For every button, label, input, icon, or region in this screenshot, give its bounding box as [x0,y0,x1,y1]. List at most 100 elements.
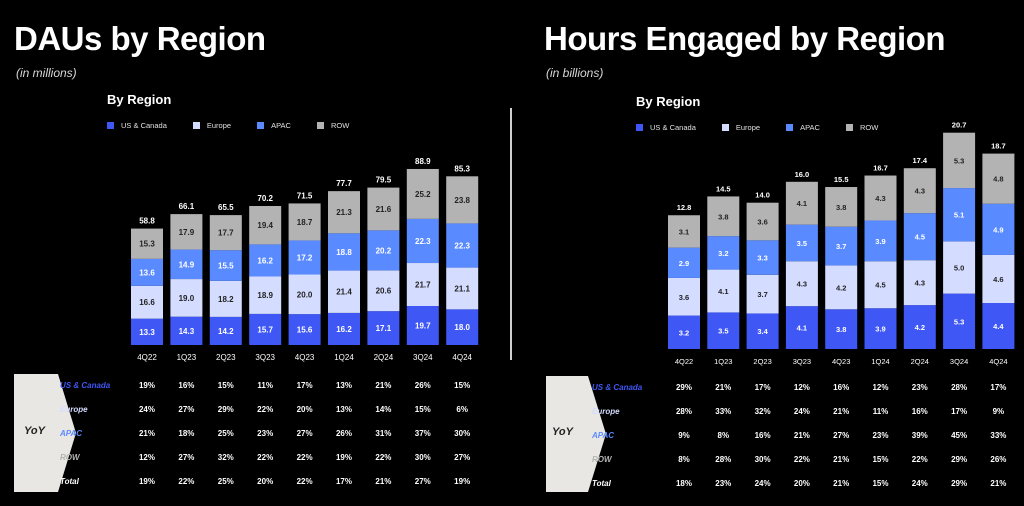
yoy-row-label: ROW [592,455,612,464]
hours-by-region-label: By Region [636,94,701,109]
data-label: 4.4 [993,322,1004,331]
bar-segment-apac [903,213,936,261]
legend-swatch-row [845,124,853,131]
yoy-cell: 15% [414,405,431,414]
data-label: 4.5 [875,281,885,290]
legend-swatch-us [636,124,643,131]
x-tick-label: 4Q23 [832,357,850,366]
data-label: 22.3 [415,237,431,246]
bar-segment-apac [746,240,779,275]
bar-segment-row [406,168,439,219]
data-label: 17.9 [179,228,195,237]
yoy-cell: 39% [911,431,928,440]
bar-segment-us [864,308,897,349]
legend-label: US & Canada [650,123,696,132]
total-label: 16.0 [795,170,810,179]
yoy-cell: 15% [454,381,471,390]
yoy-arrow-shape [14,374,76,492]
yoy-cell: 25% [217,429,234,438]
yoy-cell: 22% [178,477,195,486]
data-label: 4.5 [915,233,925,242]
yoy-cell: 21% [375,381,392,390]
data-label: 21.7 [415,281,431,290]
yoy-cell: 24% [138,405,155,414]
yoy-cell: 16% [911,407,928,416]
yoy-cell: 26% [990,455,1007,464]
bar-segment-europe [170,279,203,317]
data-label: 4.2 [836,283,846,292]
bar-segment-europe [982,254,1015,304]
bar-segment-europe [288,274,321,315]
x-tick-label: 4Q22 [675,357,693,366]
yoy-cell: 29% [951,479,968,488]
bar-segment-us [209,316,242,345]
yoy-cell: 22% [911,455,928,464]
yoy-row-label: APAC [60,429,83,438]
yoy-row-label: Total [592,479,611,488]
bar-segment-europe [825,265,858,310]
bar-segment-row [209,215,242,251]
data-label: 2.9 [679,259,689,268]
bar-segment-row [131,228,163,259]
yoy-cell: 27% [833,431,850,440]
yoy-cell: 20% [793,479,810,488]
legend-item-apac: APAC [257,121,291,130]
yoy-cell: 8% [717,431,730,440]
yoy-arrow-fill [14,374,76,492]
bar-segment-europe [209,280,242,317]
yoy-cell: 19% [138,477,155,486]
bar-segment-europe [785,261,818,307]
yoy-cell: 13% [335,381,352,390]
panel-divider [510,108,512,360]
data-label: 14.9 [179,260,195,269]
total-label: 12.8 [677,203,692,212]
data-label: 3.3 [757,254,767,263]
yoy-cell: 12% [793,383,810,392]
total-label: 17.4 [912,156,927,165]
data-label: 3.8 [836,325,846,334]
bar-segment-europe [367,270,400,312]
data-label: 3.7 [836,242,846,251]
x-tick-label: 3Q23 [793,357,811,366]
bar-segment-europe [249,276,282,314]
dau-yoy-table: YoY US & Canada 19% 16% 15% 11% 17% 13% 21% 26% 15… [14,374,504,494]
bar-segment-apac [668,247,700,278]
data-label: 4.2 [915,323,925,332]
bar-segment-row [825,187,858,227]
legend-label: APAC [800,123,820,132]
data-label: 22.3 [454,242,470,251]
yoy-row-label: APAC [592,431,615,440]
legend-label: Europe [206,121,232,130]
yoy-cell: 16% [833,383,850,392]
bar-segment-europe [943,241,976,294]
data-label: 19.0 [179,294,195,303]
dau-legend: US & Canada Europe APAC ROW [107,121,349,130]
bar-segment-apac [328,233,360,271]
data-label: 3.4 [757,327,768,336]
yoy-cell: 21% [833,479,850,488]
data-label: 4.3 [797,280,807,289]
data-label: 16.6 [139,298,155,307]
legend-label: ROW [859,123,879,132]
data-label: 4.1 [797,324,807,333]
data-label: 21.6 [376,205,392,214]
yoy-cell: 21% [138,429,155,438]
bar-segment-europe [406,263,439,306]
yoy-cell: 9% [678,431,690,440]
yoy-cell: 26% [414,381,431,390]
data-label: 3.7 [757,290,767,299]
x-tick-label: 1Q24 [871,357,889,366]
data-label: 18.8 [336,248,352,257]
data-label: 3.8 [718,212,728,221]
legend-swatch-row [316,122,324,129]
yoy-cell: 17% [951,407,968,416]
data-label: 25.2 [415,190,431,199]
data-label: 19.4 [257,221,273,230]
yoy-cell: 12% [872,383,889,392]
data-label: 17.1 [376,324,392,333]
x-tick-label: 4Q23 [295,353,315,362]
yoy-cell: 28% [715,455,732,464]
bar-segment-us [903,305,936,349]
yoy-cell: 6% [456,405,468,414]
yoy-cell: 23% [911,383,928,392]
